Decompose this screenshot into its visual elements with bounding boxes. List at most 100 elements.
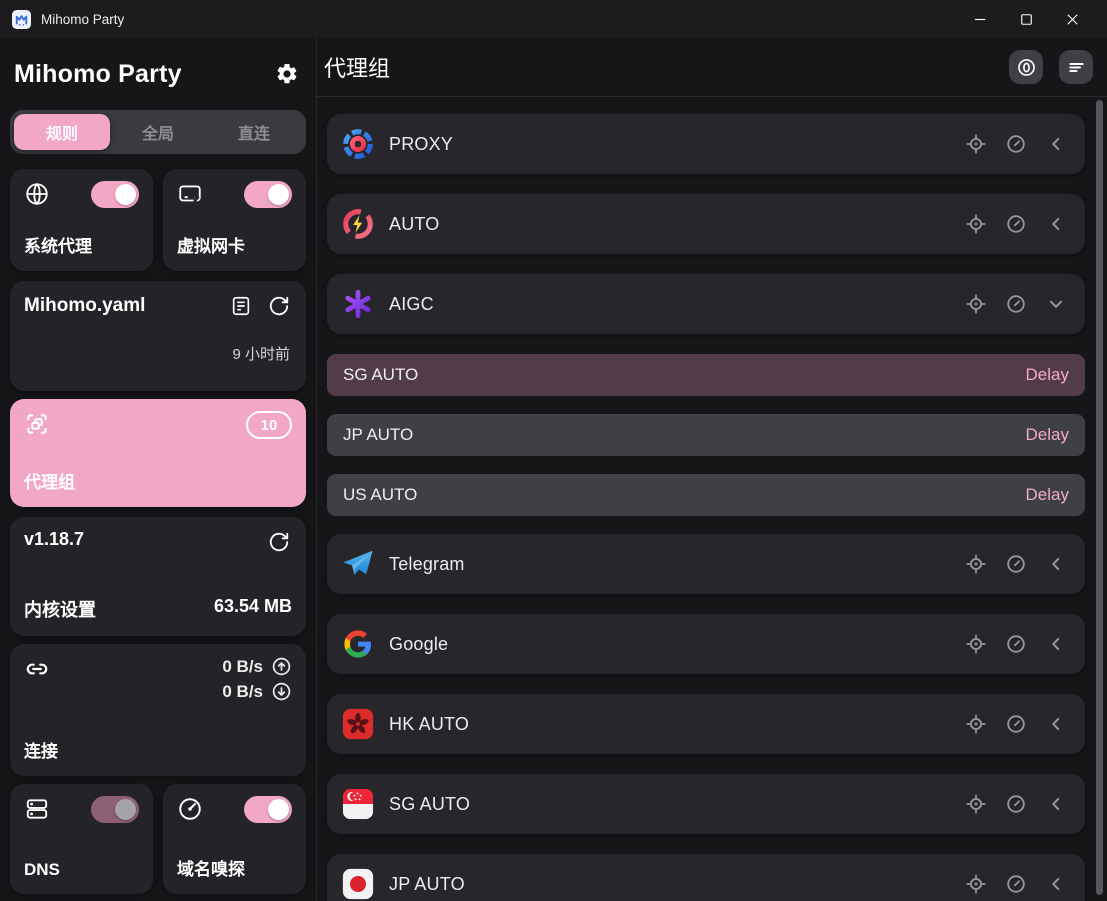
proxy-group-row[interactable]: Telegram: [327, 534, 1085, 594]
settings-button[interactable]: [272, 59, 302, 89]
proxy-groups-nav-card[interactable]: 10 代理组: [10, 399, 306, 507]
sniffer-icon: [177, 796, 203, 822]
core-memory-usage: 63.54 MB: [213, 596, 292, 616]
delay-test-button[interactable]: [1005, 873, 1027, 895]
delay-button[interactable]: Delay: [1025, 365, 1069, 384]
chevron-left-icon[interactable]: [1045, 553, 1067, 575]
proxy-node-row[interactable]: SG AUTO Delay: [327, 354, 1085, 396]
maximize-button[interactable]: [1003, 0, 1049, 38]
chevron-left-icon[interactable]: [1045, 133, 1067, 155]
proxy-group-name: Telegram: [389, 553, 465, 574]
sidebar-title: Mihomo Party: [14, 59, 182, 88]
connections-label: 连接: [24, 742, 58, 761]
tab-direct-mode[interactable]: 直连: [237, 126, 270, 143]
profile-edit-icon[interactable]: [228, 293, 254, 319]
group-actions: [965, 553, 1071, 575]
system-proxy-toggle[interactable]: [91, 181, 139, 208]
sniff-card[interactable]: 域名嗅探: [163, 784, 306, 894]
delay-zero-button[interactable]: [1009, 50, 1043, 84]
locate-current-node-button[interactable]: [965, 793, 987, 815]
app-logo-icon: [12, 9, 31, 29]
delay-test-button[interactable]: [1005, 793, 1027, 815]
chevron-down-icon[interactable]: [1045, 293, 1067, 315]
delay-test-button[interactable]: [1005, 133, 1027, 155]
delay-test-button[interactable]: [1005, 633, 1027, 655]
system-proxy-card[interactable]: 系统代理: [10, 169, 153, 271]
chevron-left-icon[interactable]: [1045, 793, 1067, 815]
proxy-group-row[interactable]: PROXY: [327, 114, 1085, 174]
sniff-toggle[interactable]: [244, 796, 292, 823]
proxy-group-row[interactable]: SG AUTO: [327, 774, 1085, 834]
profile-card[interactable]: Mihomo.yaml 9 小时前: [10, 281, 306, 391]
outbound-mode-tabs: 规则 全局 直连: [10, 110, 306, 154]
system-proxy-label: 系统代理: [24, 237, 92, 256]
proxy-groups-nav-label: 代理组: [24, 473, 75, 492]
close-button[interactable]: [1049, 0, 1095, 38]
profile-refresh-icon[interactable]: [266, 293, 292, 319]
dns-toggle[interactable]: [91, 796, 139, 823]
main-panel: 代理组 PROXY AUTO AIGC SG AUTO Delay JP AUTO Dela…: [316, 38, 1107, 901]
profile-name: Mihomo.yaml: [24, 295, 146, 316]
delay-test-button[interactable]: [1005, 553, 1027, 575]
locate-current-node-button[interactable]: [965, 293, 987, 315]
chevron-left-icon[interactable]: [1045, 713, 1067, 735]
proxy-group-row[interactable]: Google: [327, 614, 1085, 674]
proxy-node-name: JP AUTO: [343, 425, 414, 444]
proxy-group-row[interactable]: JP AUTO: [327, 854, 1085, 901]
group-actions: [965, 133, 1071, 155]
google-icon: [341, 627, 375, 661]
group-actions: [965, 793, 1071, 815]
sg-flag-icon: [341, 787, 375, 821]
main-header: 代理组: [317, 38, 1107, 97]
delay-button[interactable]: Delay: [1025, 425, 1069, 444]
virtual-nic-toggle[interactable]: [244, 181, 292, 208]
proxy-group-name: HK AUTO: [389, 713, 470, 734]
locate-current-node-button[interactable]: [965, 133, 987, 155]
scrollbar[interactable]: [1096, 100, 1103, 895]
sort-list-button[interactable]: [1059, 50, 1093, 84]
dns-card[interactable]: DNS: [10, 784, 153, 894]
delay-test-button[interactable]: [1005, 213, 1027, 235]
locate-current-node-button[interactable]: [965, 873, 987, 895]
delay-button[interactable]: Delay: [1025, 485, 1069, 504]
proxy-icon: [341, 127, 375, 161]
delay-test-button[interactable]: [1005, 293, 1027, 315]
chevron-left-icon[interactable]: [1045, 873, 1067, 895]
openai-icon: [341, 287, 375, 321]
locate-current-node-button[interactable]: [965, 713, 987, 735]
proxy-node-row[interactable]: JP AUTO Delay: [327, 414, 1085, 456]
tab-global-mode[interactable]: 全局: [141, 126, 174, 143]
proxy-node-name: US AUTO: [343, 485, 418, 504]
link-icon: [24, 656, 50, 682]
window-title: Mihomo Party: [41, 11, 125, 27]
proxy-group-row[interactable]: AIGC: [327, 274, 1085, 334]
upload-arrow-icon: [272, 657, 291, 676]
proxy-node-row[interactable]: US AUTO Delay: [327, 474, 1085, 516]
proxy-group-name: PROXY: [389, 133, 454, 154]
group-actions: [965, 633, 1071, 655]
core-settings-card[interactable]: v1.18.7 内核设置 63.54 MB: [10, 517, 306, 636]
download-arrow-icon: [272, 682, 291, 701]
proxy-group-row[interactable]: HK AUTO: [327, 694, 1085, 754]
titlebar: Mihomo Party: [0, 0, 1107, 38]
chevron-left-icon[interactable]: [1045, 633, 1067, 655]
minimize-button[interactable]: [957, 0, 1003, 38]
hk-flag-icon: [341, 707, 375, 741]
chevron-left-icon[interactable]: [1045, 213, 1067, 235]
auto-icon: [341, 207, 375, 241]
locate-current-node-button[interactable]: [965, 213, 987, 235]
locate-current-node-button[interactable]: [965, 553, 987, 575]
virtual-nic-card[interactable]: 虚拟网卡: [163, 169, 306, 271]
group-actions: [965, 873, 1071, 895]
locate-current-node-button[interactable]: [965, 633, 987, 655]
proxy-group-row[interactable]: AUTO: [327, 194, 1085, 254]
core-version: v1.18.7: [24, 529, 85, 549]
tab-rule-mode[interactable]: 规则: [14, 114, 110, 150]
delay-test-button[interactable]: [1005, 713, 1027, 735]
proxy-group-name: AUTO: [389, 213, 440, 234]
core-restart-icon[interactable]: [266, 529, 292, 555]
proxy-group-list: PROXY AUTO AIGC SG AUTO Delay JP AUTO Delay US …: [317, 98, 1107, 901]
proxy-node-name: SG AUTO: [343, 365, 419, 384]
connections-card[interactable]: 0 B/s 0 B/s 连接: [10, 644, 306, 776]
